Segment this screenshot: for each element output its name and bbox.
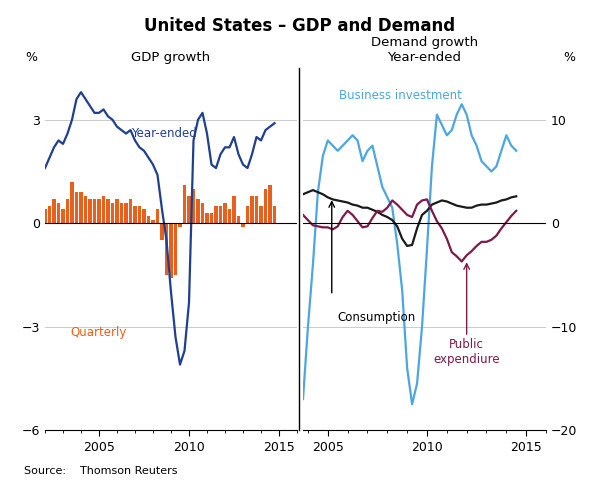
Text: Consumption: Consumption	[338, 312, 416, 325]
Bar	[219, 206, 223, 223]
Bar	[237, 216, 241, 223]
Text: Public
expendiure: Public expendiure	[433, 338, 500, 366]
Bar	[223, 203, 227, 223]
Text: United States – GDP and Demand: United States – GDP and Demand	[145, 17, 455, 35]
Bar	[183, 185, 187, 223]
Bar	[147, 216, 151, 223]
Text: Business investment: Business investment	[340, 89, 463, 102]
Text: Quarterly: Quarterly	[70, 326, 127, 339]
Bar	[43, 209, 47, 223]
Bar	[133, 206, 137, 223]
Bar	[268, 185, 272, 223]
Bar	[97, 199, 101, 223]
Bar	[214, 206, 218, 223]
Bar	[201, 203, 205, 223]
Bar	[66, 199, 70, 223]
Bar	[255, 196, 259, 223]
Bar	[138, 206, 142, 223]
Bar	[102, 196, 106, 223]
Text: %: %	[25, 52, 37, 65]
Bar	[228, 209, 232, 223]
Text: Demand growth
Year-ended: Demand growth Year-ended	[371, 36, 478, 65]
Bar	[142, 209, 146, 223]
Bar	[70, 182, 74, 223]
Bar	[52, 199, 56, 223]
Bar	[115, 199, 119, 223]
Bar	[192, 189, 196, 223]
Bar	[205, 213, 209, 223]
Bar	[48, 206, 52, 223]
Bar	[178, 223, 182, 226]
Bar	[169, 223, 173, 278]
Bar	[250, 196, 254, 223]
Bar	[151, 220, 155, 223]
Bar	[232, 196, 236, 223]
Bar	[246, 206, 250, 223]
Bar	[259, 206, 263, 223]
Bar	[120, 203, 124, 223]
Bar	[106, 199, 110, 223]
Bar	[187, 196, 191, 223]
Bar	[165, 223, 169, 275]
Text: GDP growth: GDP growth	[131, 52, 211, 65]
Text: Year-ended: Year-ended	[131, 127, 196, 140]
Bar	[210, 213, 214, 223]
Text: Source:    Thomson Reuters: Source: Thomson Reuters	[24, 467, 178, 476]
Bar	[61, 209, 65, 223]
Bar	[174, 223, 178, 275]
Bar	[111, 203, 115, 223]
Bar	[75, 192, 79, 223]
Bar	[196, 199, 200, 223]
Bar	[88, 199, 92, 223]
Bar	[241, 223, 245, 226]
Bar	[84, 196, 88, 223]
Bar	[79, 192, 83, 223]
Bar	[264, 189, 268, 223]
Bar	[273, 206, 277, 223]
Bar	[156, 209, 160, 223]
Bar	[57, 203, 61, 223]
Bar	[93, 199, 97, 223]
Bar	[129, 199, 133, 223]
Text: %: %	[563, 52, 575, 65]
Bar	[124, 203, 128, 223]
Bar	[160, 223, 164, 241]
